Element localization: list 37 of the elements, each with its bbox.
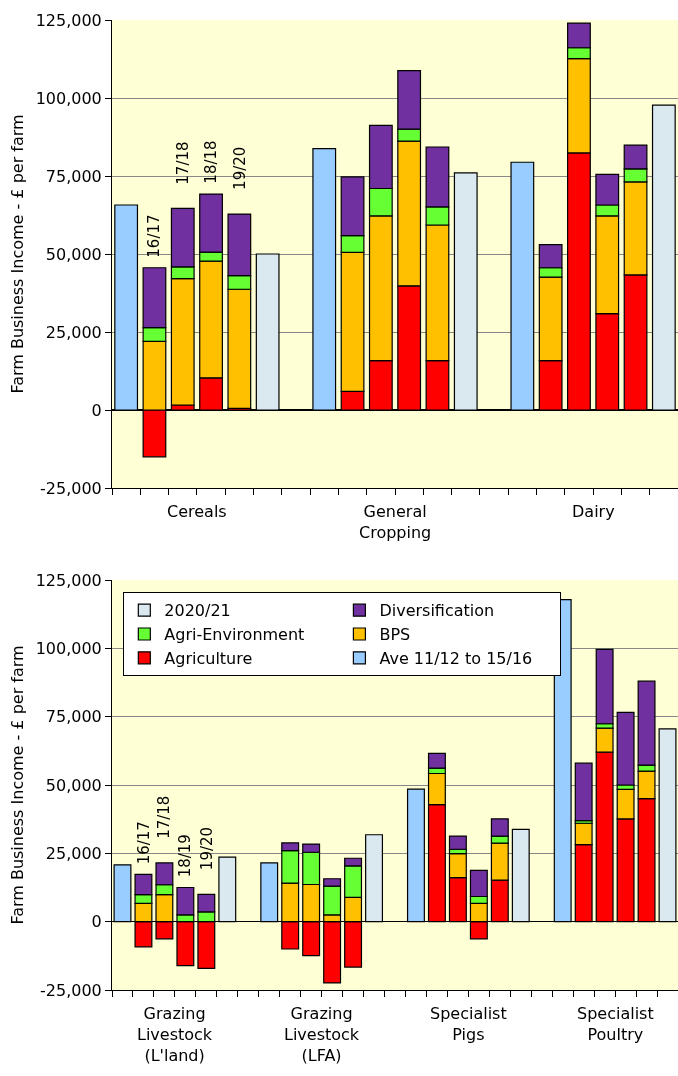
y-tick-label: 50,000	[45, 244, 102, 264]
text: Grazing Livestock (LFA)	[284, 1004, 360, 1065]
y-tick-label: -25,000	[40, 980, 102, 1000]
legend-label: Diversification	[379, 601, 495, 621]
legend-label: 2020/21	[164, 601, 231, 621]
annotation: 19/20	[197, 826, 216, 871]
legend-label: Agriculture	[164, 649, 253, 669]
y-axis-title: Farm Business Income - £ per farm	[7, 645, 27, 925]
text: Cereals	[167, 502, 227, 521]
text: Specialist Poultry	[577, 1004, 654, 1044]
annotation: 19/20	[230, 146, 249, 190]
y-tick-label: 100,000	[35, 88, 102, 108]
legend-label: BPS	[379, 625, 411, 645]
annotation: 16/17	[145, 214, 164, 258]
text: Grazing Livestock (L'land)	[137, 1004, 213, 1065]
y-tick-label: 125,000	[35, 10, 102, 30]
y-tick-label: 50,000	[45, 775, 102, 795]
legend-label: Ave 11/12 to 15/16	[379, 649, 533, 669]
y-tick-label: 100,000	[35, 638, 102, 658]
annotation: 18/18	[202, 140, 221, 184]
text: Dairy	[572, 502, 615, 521]
text: General Cropping	[359, 502, 432, 542]
annotation: 17/18	[173, 141, 192, 185]
annotation: 16/17	[134, 821, 153, 865]
y-tick-label: -25,000	[40, 478, 102, 498]
y-axis-title: Farm Business Income - £ per farm	[7, 114, 27, 394]
y-tick-label: 75,000	[45, 166, 102, 186]
y-tick-label: 0	[91, 400, 102, 420]
text: Specialist Pigs	[430, 1004, 507, 1044]
y-tick-label: 0	[91, 912, 102, 932]
y-tick-label: 25,000	[45, 843, 102, 863]
y-tick-label: 75,000	[45, 707, 102, 727]
annotation: 17/18	[155, 795, 174, 839]
y-tick-label: 25,000	[45, 322, 102, 342]
y-tick-label: 125,000	[35, 570, 102, 590]
annotation: 18/19	[176, 834, 195, 878]
legend-label: Agri-Environment	[164, 625, 305, 645]
